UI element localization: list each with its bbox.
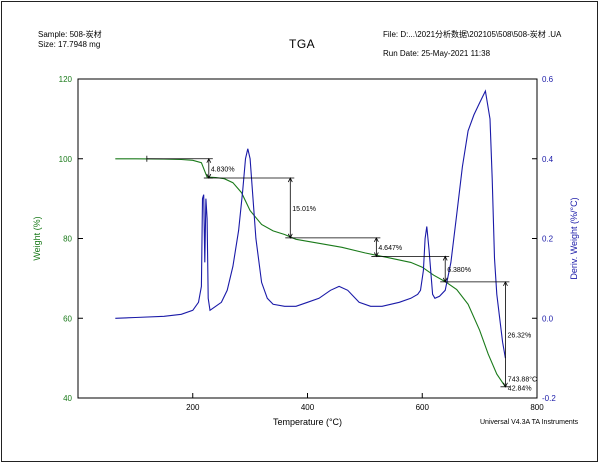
y2-tick-label: 0.2 (542, 235, 554, 244)
y-tick-label: 40 (63, 394, 72, 403)
sample-label: Sample: 508-炭材 (38, 30, 102, 39)
instrument-label: Universal V4.3A TA Instruments (480, 419, 579, 426)
x-tick-label: 200 (186, 403, 200, 412)
y-tick-label: 80 (63, 235, 72, 244)
step-label: 15.01% (292, 206, 316, 213)
x-tick-label: 600 (416, 403, 430, 412)
x-tick-label: 800 (530, 403, 544, 412)
x-axis-label: Temperature (°C) (273, 417, 342, 427)
y2-tick-label: -0.2 (542, 394, 556, 403)
y-tick-label: 100 (59, 155, 73, 164)
arrow-up (442, 255, 448, 261)
size-label: Size: 17.7948 mg (38, 40, 101, 49)
step-label: 4.830% (211, 166, 235, 173)
arrow-up (206, 157, 212, 163)
chart-title: TGA (289, 37, 316, 51)
end-temperature-label: 743.88°C (508, 376, 537, 384)
step-label: 4.647% (378, 245, 402, 252)
step-label: 6.380% (447, 267, 471, 274)
arrow-up (503, 280, 508, 287)
run-date-label: Run Date: 25-May-2021 11:38 (383, 49, 491, 58)
y-tick-label: 120 (59, 75, 73, 84)
y2-tick-label: 0.0 (542, 314, 554, 323)
end-weight-label: 42.84% (508, 386, 532, 393)
plot-area (77, 78, 538, 399)
y2-tick-label: 0.6 (542, 75, 554, 84)
arrow-up (287, 177, 293, 183)
y2-axis-label: Deriv. Weight (%/°C) (569, 197, 579, 279)
file-label: File: D:...\2021分析数据\202105\508\508-炭材 .… (383, 30, 562, 39)
arrow-down (503, 382, 508, 388)
deriv-weight-line (115, 89, 506, 359)
y-tick-label: 60 (63, 314, 72, 323)
x-tick-label: 400 (301, 403, 315, 412)
arrow-up (373, 236, 379, 243)
y-axis-label: Weight (%) (32, 216, 42, 260)
step-label: 26.32% (507, 332, 531, 339)
y2-tick-label: 0.4 (542, 155, 554, 164)
